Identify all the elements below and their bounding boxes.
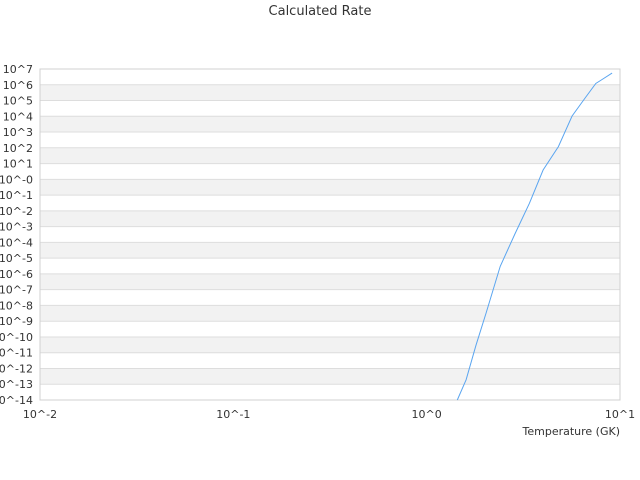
- x-tick-label: 10^-1: [216, 408, 250, 421]
- y-tick-label: 10^-9: [0, 315, 33, 328]
- y-tick-label: 10^-6: [0, 268, 33, 281]
- y-tick-label: 10^-8: [0, 299, 33, 312]
- y-tick-label: 10^-0: [0, 173, 33, 186]
- y-tick-label: 10^-3: [0, 221, 33, 234]
- y-tick-label: 10^-5: [0, 252, 33, 265]
- y-tick-label: 10^-13: [0, 378, 33, 391]
- grid-band: [40, 179, 620, 196]
- grid-band: [40, 84, 620, 101]
- y-tick-label: 10^-7: [0, 284, 33, 297]
- y-tick-label: 10^-12: [0, 362, 33, 375]
- y-tick-label: 10^-4: [0, 236, 33, 249]
- grid-band: [40, 242, 620, 259]
- x-tick-label: 10^0: [412, 408, 442, 421]
- y-tick-label: 10^3: [3, 126, 33, 139]
- y-tick-label: 10^6: [3, 79, 33, 92]
- y-tick-label: 10^-1: [0, 189, 33, 202]
- plot-frame: [39, 68, 621, 401]
- y-tick-label: 10^5: [3, 95, 33, 108]
- grid-band: [40, 336, 620, 353]
- y-tick-label: 10^2: [3, 142, 33, 155]
- y-tick-label: 10^4: [3, 110, 33, 123]
- x-tick-label: 10^-2: [23, 408, 57, 421]
- x-axis-label: Temperature (GK): [522, 425, 621, 438]
- grid-band: [40, 273, 620, 290]
- x-tick-label: 10^1: [605, 408, 635, 421]
- y-tick-label: 10^-2: [0, 205, 33, 218]
- grid-band: [40, 116, 620, 133]
- y-tick-label: 10^7: [3, 63, 33, 76]
- chart-title: Calculated Rate: [268, 4, 372, 19]
- series-line: [456, 72, 613, 401]
- y-tick-label: 10^1: [3, 158, 33, 171]
- grid-band: [40, 147, 620, 164]
- y-tick-label: 10^-11: [0, 347, 33, 360]
- y-tick-label: 10^-14: [0, 394, 33, 407]
- grid-band: [40, 305, 620, 322]
- grid-band: [40, 210, 620, 227]
- grid-band: [40, 368, 620, 385]
- y-tick-label: 10^-10: [0, 331, 33, 344]
